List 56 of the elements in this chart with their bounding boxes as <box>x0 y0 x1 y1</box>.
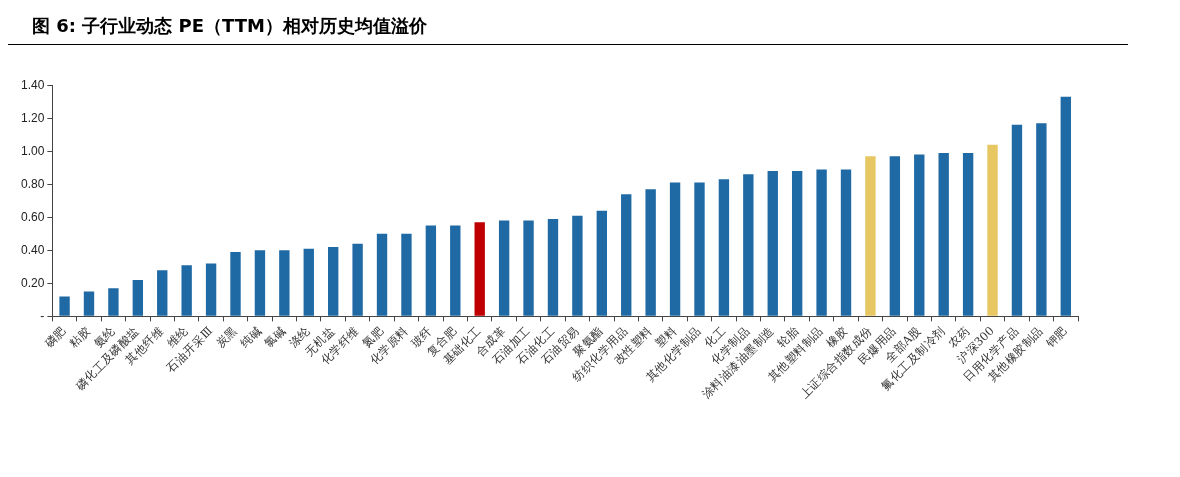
y-tick-label: 1.40 <box>21 77 45 92</box>
bar <box>59 296 70 316</box>
bar <box>865 156 876 316</box>
bar <box>767 171 778 316</box>
bar <box>401 233 412 316</box>
x-tick-label: 纯碱 <box>237 323 265 351</box>
y-tick-label: 0.40 <box>21 242 45 257</box>
bar <box>523 220 534 316</box>
bar <box>157 270 168 316</box>
bar <box>889 156 901 316</box>
bar <box>205 263 217 316</box>
y-tick-label: 1.20 <box>21 110 45 125</box>
bar <box>230 251 241 316</box>
bar <box>547 218 559 316</box>
bar <box>1011 124 1023 316</box>
x-tick-label: 炭黑 <box>212 323 240 351</box>
x-tick-label: 粘胶 <box>66 323 94 351</box>
bar <box>791 171 803 316</box>
bar <box>645 189 656 316</box>
bar <box>914 154 925 316</box>
bar <box>572 215 583 316</box>
bar <box>132 280 144 316</box>
bar <box>816 169 827 316</box>
bar <box>621 194 632 316</box>
bar <box>694 182 705 316</box>
bar <box>962 152 974 316</box>
bar <box>425 225 437 316</box>
y-tick-label: 1.00 <box>21 143 45 158</box>
bar <box>718 179 730 316</box>
x-tick-label: 磷肥 <box>41 323 69 352</box>
bar <box>938 152 949 316</box>
bar <box>743 174 754 316</box>
chart-title: 图 6: 子行业动态 PE（TTM）相对历史均值溢价 <box>8 8 1128 45</box>
bar <box>376 233 388 316</box>
y-tick-label: 0.20 <box>21 275 45 290</box>
y-tick-label: 0.80 <box>21 176 45 191</box>
bar <box>254 250 266 316</box>
bar <box>303 248 314 316</box>
bar <box>279 250 290 316</box>
bar <box>181 265 192 316</box>
bar <box>669 182 681 316</box>
bar <box>474 222 485 316</box>
x-tick-label: 钾肥 <box>1042 323 1071 352</box>
bar <box>840 169 852 316</box>
bar <box>450 225 461 316</box>
bar <box>987 144 998 316</box>
bar <box>108 288 119 316</box>
bar <box>328 247 339 316</box>
y-tick-label: 0.60 <box>21 209 45 224</box>
bar <box>352 243 363 316</box>
bar <box>498 220 510 316</box>
bar <box>1036 123 1047 316</box>
bar <box>596 210 607 316</box>
y-tick-label: - <box>40 308 45 323</box>
bar <box>83 291 95 316</box>
bar <box>1060 96 1071 316</box>
